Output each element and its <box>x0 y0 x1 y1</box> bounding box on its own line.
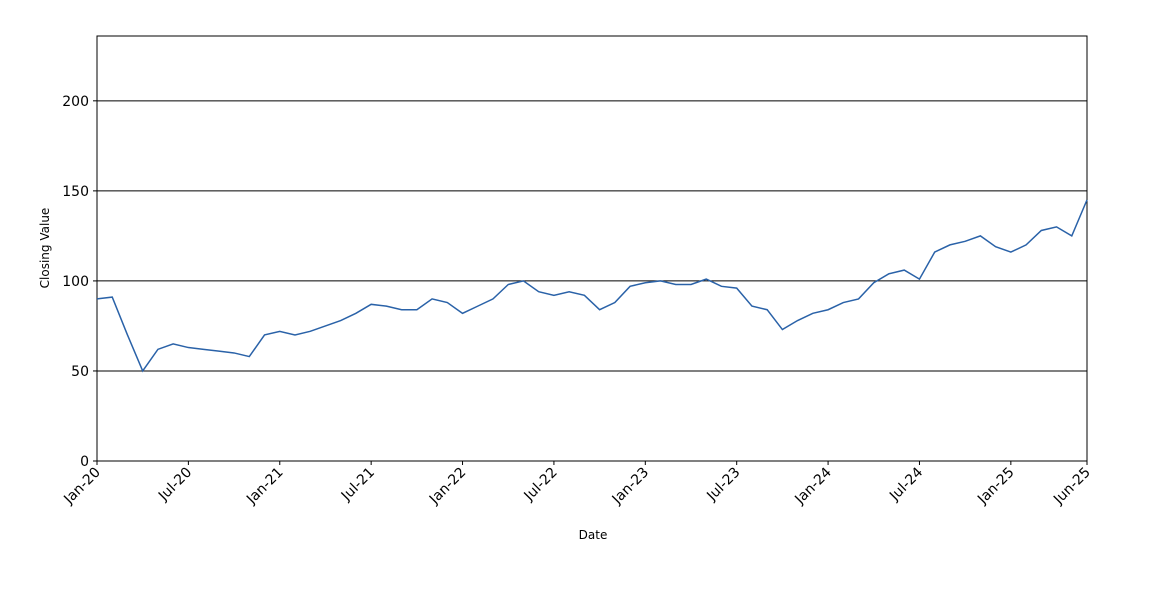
y-tick-label: 0 <box>80 454 89 470</box>
x-tick-label: Jan-20 <box>60 465 103 508</box>
x-tick-label: Jul-21 <box>338 465 378 505</box>
line <box>96 199 1088 373</box>
x-tick-label: Jul-22 <box>521 465 561 505</box>
y-axis-label: Closing Value <box>38 208 52 289</box>
x-tick-label: Jan-21 <box>243 465 286 508</box>
x-tick-label: Jan-24 <box>791 464 835 508</box>
x-tick-label: Jul-24 <box>886 464 926 504</box>
y-tick-label: 100 <box>62 274 89 290</box>
x-tick-label: Jul-20 <box>155 465 195 505</box>
y-tick-label: 200 <box>62 94 89 110</box>
x-tick-label: Jul-23 <box>703 465 743 505</box>
x-tick-label: Jan-22 <box>426 465 469 508</box>
plot-frame <box>96 35 1088 462</box>
x-tick-label: Jan-23 <box>609 465 652 508</box>
x-tick-label: Jan-25 <box>974 465 1017 508</box>
x-tick-label: Jun-25 <box>1050 465 1094 509</box>
y-tick-label: 50 <box>71 364 89 380</box>
x-axis-label: Date <box>579 528 608 542</box>
y-tick-label: 150 <box>62 184 89 200</box>
